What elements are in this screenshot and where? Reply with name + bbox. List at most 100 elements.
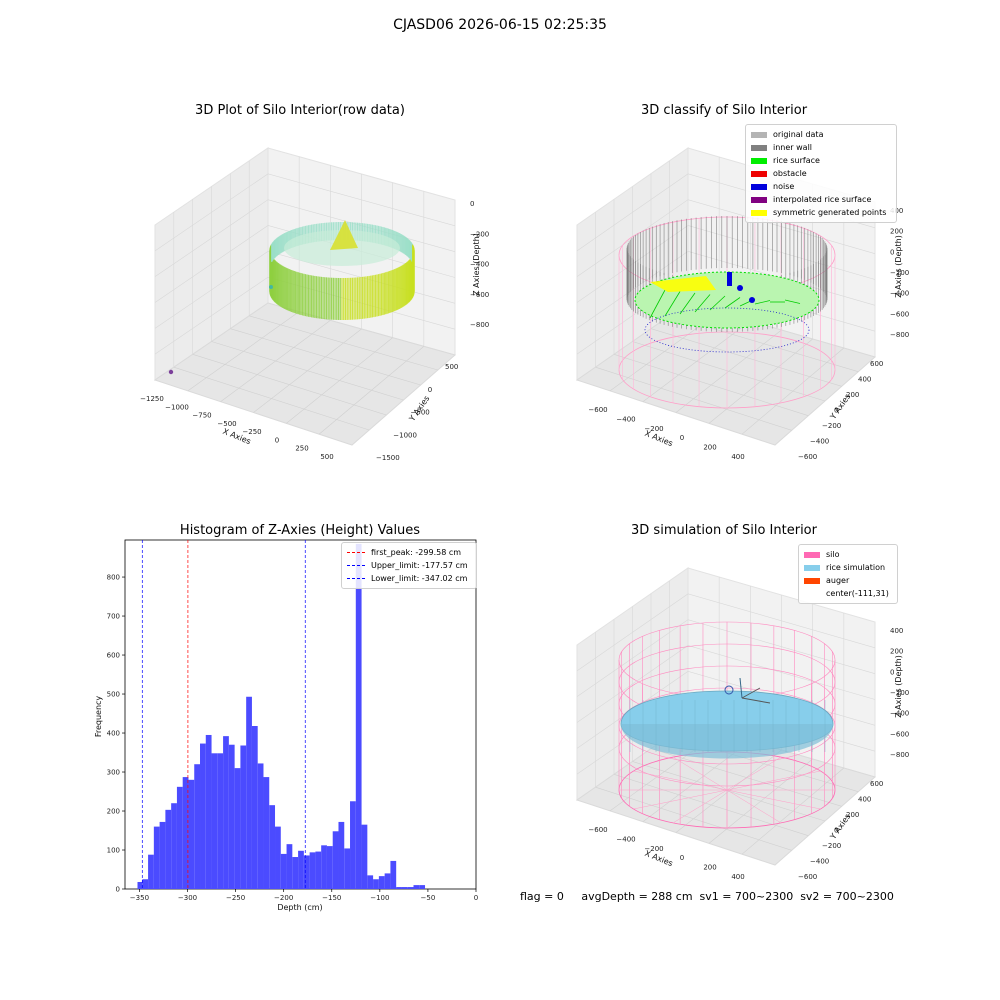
classify-noise-ring xyxy=(644,307,810,353)
grid-line xyxy=(154,173,456,252)
classify-y-tick-label: −600 xyxy=(798,453,817,461)
classify-y-tick-label: 600 xyxy=(870,360,883,368)
histogram-bar xyxy=(263,777,270,889)
histogram-bar xyxy=(228,744,235,889)
raw-x-tick-label: −500 xyxy=(217,420,236,428)
legend-swatch xyxy=(751,209,767,216)
classify-legend-item: interpolated rice surface xyxy=(751,193,891,206)
histogram-bar xyxy=(200,743,206,889)
histogram-bar xyxy=(390,860,397,889)
simulation-x-tick-label: 200 xyxy=(703,864,716,872)
histogram-bar xyxy=(257,763,264,889)
histogram-bar xyxy=(205,734,212,889)
raw-z-tick-label: −800 xyxy=(470,321,489,329)
classify-z-tick-label: −400 xyxy=(890,290,909,298)
x-tick-label: −350 xyxy=(130,894,149,902)
classify-rice-surface-line xyxy=(679,292,696,315)
histogram-bar xyxy=(165,809,172,889)
simulation-legend-item: silo xyxy=(804,548,892,561)
raw-point-cloud xyxy=(269,222,415,320)
y-tick-label: 100 xyxy=(107,847,120,855)
classify-z-tick-label: 0 xyxy=(890,248,894,256)
y-tick-label: 200 xyxy=(107,808,120,816)
simulation-zlabel: Z Axies (Depth) xyxy=(893,655,903,718)
status-footer: flag = 0 avgDepth = 288 cm sv1 = 700~230… xyxy=(520,890,894,903)
classify-y-tick-label: −400 xyxy=(810,438,829,446)
raw-z-tick-label: −200 xyxy=(470,230,489,238)
classify-x-tick-label: 200 xyxy=(703,444,716,452)
legend-label: first_peak: -299.58 cm xyxy=(371,548,462,557)
classify-x-tick-label: −200 xyxy=(644,425,663,433)
classify-x-tick-label: −600 xyxy=(588,406,607,414)
simulation-y-tick-label: 0 xyxy=(834,827,838,835)
raw-x-tick-label: 250 xyxy=(295,445,308,453)
classify-z-tick-label: 200 xyxy=(890,228,903,236)
raw-outlier-point xyxy=(168,369,174,375)
simulation-legend-item: rice simulation xyxy=(804,561,892,574)
y-tick-label: 400 xyxy=(107,730,120,738)
histogram-bar xyxy=(176,786,183,889)
legend-swatch xyxy=(751,183,767,190)
raw-x-tick-label: −1250 xyxy=(140,395,164,403)
histogram-bar xyxy=(182,777,189,889)
classify-z-tick-label: −200 xyxy=(890,269,909,277)
raw-z-tick-label: 0 xyxy=(470,200,474,208)
legend-swatch xyxy=(804,577,820,584)
classify-y-tick-label: 0 xyxy=(834,407,838,415)
y-tick-label: 0 xyxy=(116,886,120,894)
x-tick-label: −150 xyxy=(322,894,341,902)
legend-line xyxy=(347,578,365,579)
legend-label: silo xyxy=(826,550,840,559)
legend-label: center(-111,31) xyxy=(826,589,889,598)
raw-x-tick-label: 0 xyxy=(275,436,279,444)
histogram-bar xyxy=(338,821,345,889)
legend-line xyxy=(347,552,365,553)
simulation-z-tick-label: 400 xyxy=(890,627,903,635)
x-tick-label: −250 xyxy=(226,894,245,902)
classify-rice-surface-line xyxy=(649,289,666,319)
classify-z-tick-label: −800 xyxy=(890,331,909,339)
histogram-bar xyxy=(269,805,276,889)
legend-label: rice simulation xyxy=(826,563,886,572)
histogram-bar xyxy=(326,846,333,889)
classify-rice-surface-line xyxy=(784,299,801,304)
classify-y-tick-label: 200 xyxy=(846,391,859,399)
legend-label: original data xyxy=(773,130,824,139)
simulation-z-tick-label: −800 xyxy=(890,751,909,759)
simulation-x-tick-label: −200 xyxy=(644,845,663,853)
histogram-bar xyxy=(159,821,166,889)
x-tick-label: −50 xyxy=(421,894,436,902)
histogram-bar xyxy=(419,885,426,889)
simulation-z-tick-label: 200 xyxy=(890,648,903,656)
histogram-bar xyxy=(194,764,201,889)
histogram-legend-item: first_peak: -299.58 cm xyxy=(347,546,471,559)
simulation-x-tick-label: 400 xyxy=(731,873,744,881)
histogram-bar xyxy=(407,887,414,889)
legend-swatch xyxy=(751,170,767,177)
simulation-silo-floor-wire xyxy=(672,789,728,824)
simulation-legend-item: auger xyxy=(804,574,892,587)
histogram-bar xyxy=(413,885,420,889)
simulation-silo-floor-wire xyxy=(726,789,821,810)
simulation-legend-item: center(-111,31) xyxy=(804,587,892,600)
classify-noise-point xyxy=(749,297,755,303)
simulation-z-tick-label: −600 xyxy=(890,730,909,738)
raw-y-tick-label: −500 xyxy=(411,409,430,417)
legend-label: interpolated rice surface xyxy=(773,195,872,204)
classify-noise-cluster xyxy=(727,272,732,286)
legend-line xyxy=(347,565,365,566)
simulation-x-tick-label: 0 xyxy=(680,854,684,862)
legend-label: noise xyxy=(773,182,795,191)
histogram-bar xyxy=(361,824,368,889)
legend-swatch xyxy=(804,564,820,571)
grid-line xyxy=(576,619,876,697)
simulation-center-marker xyxy=(724,685,734,695)
histogram-title: Histogram of Z-Axies (Height) Values xyxy=(179,523,421,538)
simulation-z-tick-label: −200 xyxy=(890,689,909,697)
histogram-bar xyxy=(142,879,149,889)
histogram-bar xyxy=(137,881,143,889)
histogram-bar xyxy=(188,779,195,889)
simulation-x-tick-label: −400 xyxy=(616,835,635,843)
classify-legend-item: obstacle xyxy=(751,167,891,180)
histogram-bar xyxy=(378,876,385,889)
